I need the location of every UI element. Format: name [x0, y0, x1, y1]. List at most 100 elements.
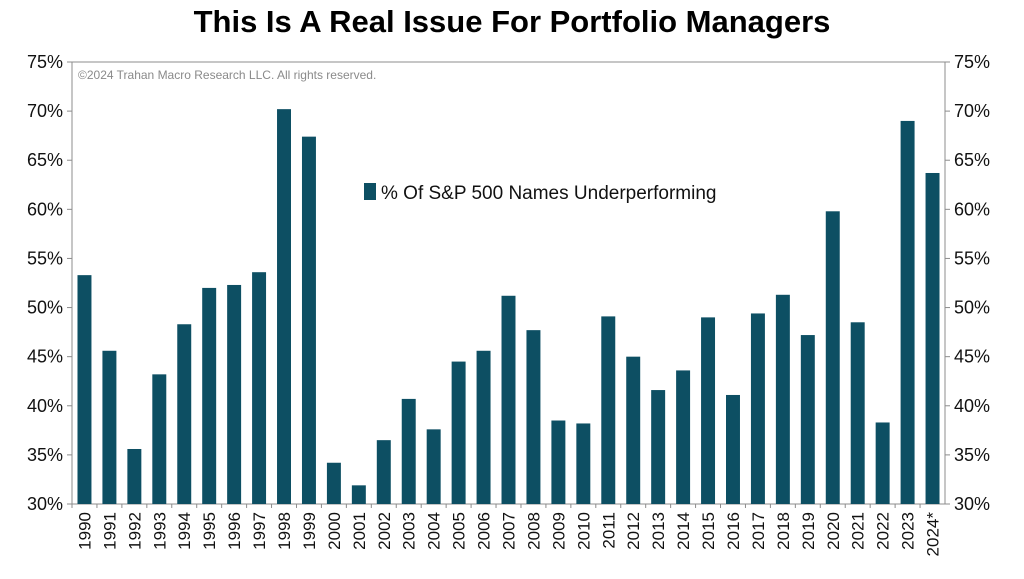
right-tick-label: 30% [954, 494, 990, 514]
right-y-axis: 30% 35% 40% 45% 50% 55% 60% 65% 70% 75% [945, 52, 990, 514]
right-tick-label: 45% [954, 347, 990, 367]
left-tick-label: 75% [27, 52, 63, 72]
x-tick-label: 2008 [524, 512, 543, 550]
x-tick-label: 2006 [475, 512, 494, 550]
bars-group [77, 109, 940, 505]
left-tick-label: 60% [27, 199, 63, 219]
x-tick-label: 2018 [774, 512, 793, 550]
x-tick-label: 1998 [275, 512, 294, 550]
bar [800, 335, 815, 504]
right-tick-label: 50% [954, 298, 990, 318]
legend: % Of S&P 500 Names Underperforming [364, 183, 716, 204]
right-tick-label: 55% [954, 248, 990, 268]
x-tick-label: 1995 [200, 512, 219, 550]
bar [551, 420, 566, 504]
x-tick-label: 2019 [799, 512, 818, 550]
x-tick-label: 1993 [150, 512, 169, 550]
x-axis: 1990 1991 1992 1993 1994 1995 1996 1997 1998 1999… [71, 504, 943, 557]
bar [651, 390, 666, 504]
bar [401, 398, 416, 504]
bar [202, 287, 217, 504]
right-tick-label: 35% [954, 445, 990, 465]
x-tick-label: 1990 [75, 512, 94, 550]
chart-title: This Is A Real Issue For Portfolio Manag… [193, 4, 831, 39]
left-tick-label: 35% [27, 445, 63, 465]
bar [626, 356, 641, 504]
bar [376, 440, 391, 504]
right-tick-label: 65% [954, 150, 990, 170]
bar [451, 361, 466, 504]
x-tick-label: 2004 [425, 512, 444, 550]
bar [501, 295, 516, 504]
x-tick-label: 1999 [300, 512, 319, 550]
bar [900, 120, 915, 504]
x-tick-label: 2002 [375, 512, 394, 550]
left-tick-label: 65% [27, 150, 63, 170]
x-tick-label: 2001 [350, 512, 369, 550]
bar [726, 394, 740, 504]
bar [925, 172, 940, 505]
bar [701, 317, 716, 504]
x-tick-label: 2015 [699, 512, 718, 550]
x-tick-label: 2020 [824, 512, 843, 550]
bar [326, 462, 341, 504]
bar [850, 322, 865, 504]
bar [77, 275, 92, 504]
bar [601, 316, 616, 504]
x-tick-label: 2009 [549, 512, 568, 550]
left-tick-label: 70% [27, 101, 63, 121]
x-tick-label: 2000 [325, 512, 344, 550]
bar [676, 370, 691, 504]
bar [775, 294, 790, 504]
bar [351, 485, 366, 504]
left-tick-label: 45% [27, 347, 63, 367]
bar [277, 109, 291, 504]
x-tick-label: 2022 [874, 512, 893, 550]
x-tick-label: 1994 [175, 512, 194, 550]
bar [526, 330, 541, 504]
bar [152, 374, 167, 504]
x-tick-label: 2012 [624, 512, 643, 550]
x-tick-label: 2007 [500, 512, 519, 550]
x-tick-label: 2023 [899, 512, 918, 550]
bar [177, 324, 192, 504]
left-tick-label: 55% [27, 248, 63, 268]
x-tick-label: 2024* [924, 512, 943, 557]
x-tick-label: 2005 [450, 512, 469, 550]
bar [576, 423, 591, 504]
x-tick-label: 2017 [749, 512, 768, 550]
legend-swatch [364, 183, 376, 200]
left-tick-label: 40% [27, 396, 63, 416]
x-tick-label: 2003 [400, 512, 419, 550]
x-tick-label: 1996 [225, 512, 244, 550]
copyright-notice: ©2024 Trahan Macro Research LLC. All rig… [78, 68, 376, 82]
bar [227, 284, 242, 504]
bar [825, 211, 840, 504]
x-tick-label: 1991 [100, 512, 119, 550]
bar [476, 350, 491, 504]
legend-label: % Of S&P 500 Names Underperforming [381, 183, 716, 204]
x-tick-label: 2016 [724, 512, 743, 550]
bar [102, 350, 117, 504]
right-tick-label: 60% [954, 199, 990, 219]
left-y-axis: 30% 35% 40% 45% 50% 55% 60% 65% 70% 75% [27, 52, 72, 514]
bar [301, 136, 316, 504]
x-tick-label: 1992 [125, 512, 144, 550]
right-tick-label: 70% [954, 101, 990, 121]
right-tick-label: 40% [954, 396, 990, 416]
left-tick-label: 30% [27, 494, 63, 514]
left-tick-label: 50% [27, 298, 63, 318]
bar [426, 429, 441, 504]
x-tick-label: 2021 [849, 512, 868, 550]
bar [127, 448, 142, 504]
x-tick-label: 2014 [674, 512, 693, 550]
bar [252, 272, 267, 504]
x-tick-label: 2011 [599, 512, 618, 549]
right-tick-label: 75% [954, 52, 990, 72]
x-tick-label: 1997 [250, 512, 269, 550]
x-tick-label: 2013 [649, 512, 668, 550]
bar [750, 313, 765, 504]
x-tick-label: 2010 [574, 512, 593, 550]
bar [875, 422, 890, 504]
